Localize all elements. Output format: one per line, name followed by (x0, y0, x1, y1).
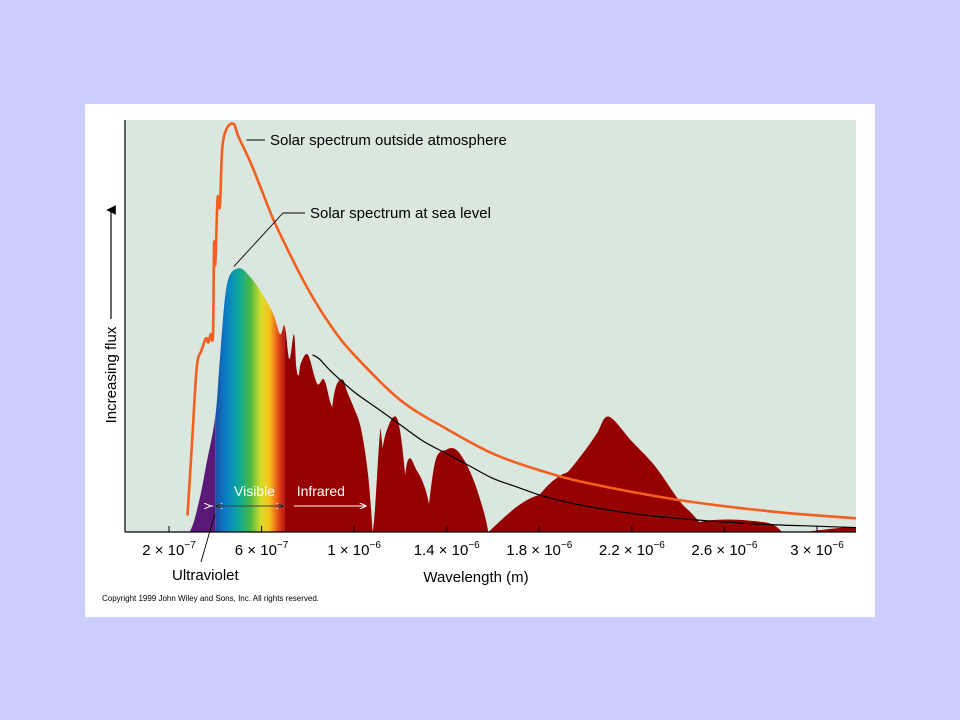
sea-level-infrared-lobes (326, 379, 856, 532)
x-axis-label: Wavelength (m) (423, 569, 528, 586)
visible-band-bracket: Visible (216, 483, 282, 506)
x-tick-label-8: 3 × 10−6 (790, 540, 844, 559)
y-axis-label: Increasing flux (103, 326, 120, 423)
x-tick-label-5: 1.8 × 10−6 (506, 540, 572, 559)
sea-level-annotation: Solar spectrum at sea level (310, 205, 491, 222)
solar-spectrum-chart: 2 × 10−7 6 × 10−7 1 × 10−6 1.4 × 10−6 1.8 × … (103, 120, 856, 586)
outside-atmosphere-annotation: Solar spectrum outside atmosphere (270, 132, 507, 149)
x-axis-tick-labels: 2 × 10−7 6 × 10−7 1 × 10−6 1.4 × 10−6 1.8 × … (142, 540, 844, 559)
infrared-label: Infrared (297, 483, 345, 499)
copyright-notice: Copyright 1999 John Wiley and Sons, Inc.… (102, 594, 319, 603)
sea-level-spectrum (189, 268, 856, 532)
x-tick-label-6: 2.2 × 10−6 (599, 540, 665, 559)
x-tick-label-1: 2 × 10−7 (142, 540, 196, 559)
x-tick-label-2: 6 × 10−7 (235, 540, 289, 559)
sea-level-lobe-3 (425, 448, 489, 532)
x-tick-label-7: 2.6 × 10−6 (691, 540, 757, 559)
series-outside-atmosphere-line (186, 122, 856, 520)
sea-level-leader-line (233, 212, 284, 267)
x-axis-ticks (168, 526, 818, 532)
x-tick-label-3: 1 × 10−6 (327, 540, 381, 559)
sea-level-lobe-5 (678, 519, 783, 532)
sea-level-lobe-4 (488, 493, 609, 532)
sea-level-lobe-6 (805, 527, 856, 532)
ultraviolet-leader-line (200, 513, 216, 563)
visible-label: Visible (234, 483, 275, 499)
ultraviolet-band-bracket: Ultraviolet (172, 506, 240, 584)
sea-level-envelope-line (312, 354, 856, 529)
figure-panel: 2 × 10−7 6 × 10−7 1 × 10−6 1.4 × 10−6 1.8 × … (85, 104, 875, 617)
sea-level-lobe-1 (326, 379, 373, 532)
sea-level-visible-fill (215, 268, 285, 532)
x-tick-label-4: 1.4 × 10−6 (414, 540, 480, 559)
sea-level-lobe-2 (375, 416, 410, 532)
ultraviolet-label: Ultraviolet (172, 567, 240, 584)
infrared-band-bracket: Infrared (293, 483, 366, 506)
